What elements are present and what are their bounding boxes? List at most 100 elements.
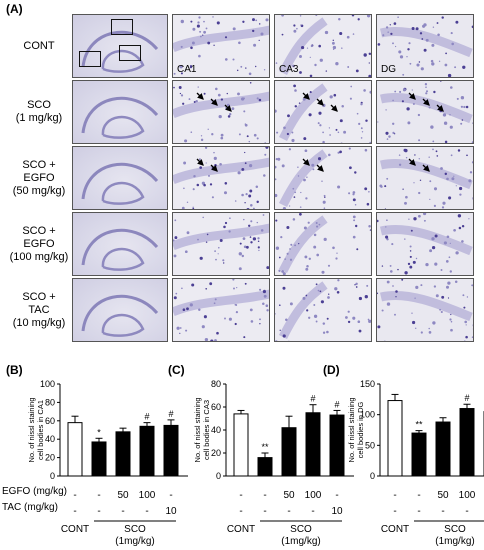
hippocampus-overview-image (72, 14, 168, 78)
group-label-sco-dose: (1mg/kg) (281, 536, 320, 547)
roi-box (79, 51, 101, 67)
tac-dose-value: 10 (165, 506, 177, 517)
egfo-dose-value: - (393, 490, 396, 501)
tac-dose-value: - (73, 506, 76, 517)
egfo-dose-value: - (169, 490, 172, 501)
region-label: DG (381, 64, 396, 75)
y-axis-label: No. of nissl stainingcell bodies in CA1 (27, 397, 45, 462)
egfo-dose-value: - (97, 490, 100, 501)
egfo-dose-value: 100 (139, 490, 156, 501)
egfo-dose-value: 100 (305, 490, 322, 501)
y-tick-label: 80 (211, 379, 221, 389)
egfo-dose-value: 100 (459, 490, 476, 501)
tac-dose-value: - (121, 506, 124, 517)
significance-mark: # (334, 399, 339, 409)
y-tick-label: 20 (211, 448, 221, 458)
group-label-sco-dose: (1mg/kg) (435, 536, 474, 547)
micrograph-image (274, 146, 372, 210)
row-label: SCO + EGFO (100 mg/kg) (9, 224, 69, 263)
hippocampus-overview-image (72, 212, 168, 276)
roi-box (111, 19, 133, 35)
bar (459, 408, 475, 477)
egfo-dose-value: 50 (117, 490, 129, 501)
micrograph-image (376, 80, 474, 144)
tac-dose-value: - (465, 506, 468, 517)
row-label: CONT (23, 39, 55, 52)
micrograph-image (172, 212, 270, 276)
micrograph-image (274, 278, 372, 342)
micrograph-image (376, 278, 474, 342)
bar (115, 431, 131, 477)
micrograph-image (274, 212, 372, 276)
bar (435, 421, 451, 477)
egfo-dose-value: 50 (283, 490, 295, 501)
egfo-dose-value: 50 (437, 490, 449, 501)
group-label-sco: SCO (444, 524, 466, 535)
row-label: SCO (1 mg/kg) (15, 99, 63, 124)
egfo-dose-label: EGFO (mg/kg) (2, 486, 68, 497)
y-tick-label: 100 (40, 379, 55, 389)
tac-dose-value: - (393, 506, 396, 517)
tac-dose-label: TAC (mg/kg) (2, 502, 58, 513)
panel-label: (B) (6, 363, 23, 377)
significance-mark: ** (261, 442, 269, 452)
significance-mark: # (310, 394, 315, 404)
bar (67, 422, 83, 477)
y-tick-label: 100 (360, 410, 375, 420)
bar (91, 441, 107, 477)
group-label-sco-dose: (1mg/kg) (115, 536, 154, 547)
roi-box (119, 45, 141, 61)
panel-label: (D) (323, 363, 340, 377)
y-tick-label: 150 (360, 379, 375, 389)
region-label: CA1 (177, 64, 197, 75)
chart-D: (D) 0 50 100 150 No. of nissl stainingcell bo… (323, 363, 484, 547)
y-tick-label: 40 (211, 425, 221, 435)
y-axis-label: No. of nissl stainingcell bodies in DG (347, 397, 365, 462)
bar (163, 424, 179, 477)
group-label-cont: CONT (227, 524, 255, 535)
group-label-cont: CONT (61, 524, 89, 535)
significance-mark: * (97, 427, 101, 437)
bar (305, 412, 321, 477)
y-tick-label: 60 (211, 402, 221, 412)
tac-dose-value: - (287, 506, 290, 517)
tac-dose-value: - (97, 506, 100, 517)
bar (281, 427, 297, 477)
egfo-dose-value: - (73, 490, 76, 501)
y-tick-label: 0 (370, 471, 375, 481)
hippocampus-overview-image (72, 278, 168, 342)
tac-dose-value: - (239, 506, 242, 517)
y-tick-label: 60 (45, 416, 55, 426)
micrograph-image (172, 278, 270, 342)
hippocampus-overview-image (72, 146, 168, 210)
micrograph-image: CA1 (172, 14, 270, 78)
egfo-dose-value: - (417, 490, 420, 501)
y-tick-label: 50 (365, 440, 375, 450)
group-label-cont: CONT (381, 524, 409, 535)
egfo-dose-value: - (239, 490, 242, 501)
panel-label: (C) (168, 363, 185, 377)
group-label-sco: SCO (290, 524, 312, 535)
y-tick-label: 40 (45, 434, 55, 444)
tac-dose-value: - (417, 506, 420, 517)
bar (329, 414, 345, 477)
region-label: CA3 (279, 64, 299, 75)
row-label: SCO + TAC (10 mg/kg) (12, 290, 66, 329)
tac-dose-value: - (263, 506, 266, 517)
bar (233, 413, 249, 477)
bar (411, 432, 427, 477)
chart-B: (B) 0 20 40 60 80 100 No. of nissl stainingcell… (6, 363, 188, 547)
panel-a-label: (A) (6, 2, 23, 16)
significance-mark: # (168, 409, 173, 419)
micrograph-image: DG (376, 14, 474, 78)
group-label-sco: SCO (124, 524, 146, 535)
tac-dose-value: - (441, 506, 444, 517)
y-tick-label: 0 (216, 471, 221, 481)
significance-mark: # (144, 412, 149, 422)
tac-dose-value: - (145, 506, 148, 517)
micrograph-image: CA3 (274, 14, 372, 78)
tac-dose-value: 10 (331, 506, 343, 517)
y-tick-label: 80 (45, 397, 55, 407)
